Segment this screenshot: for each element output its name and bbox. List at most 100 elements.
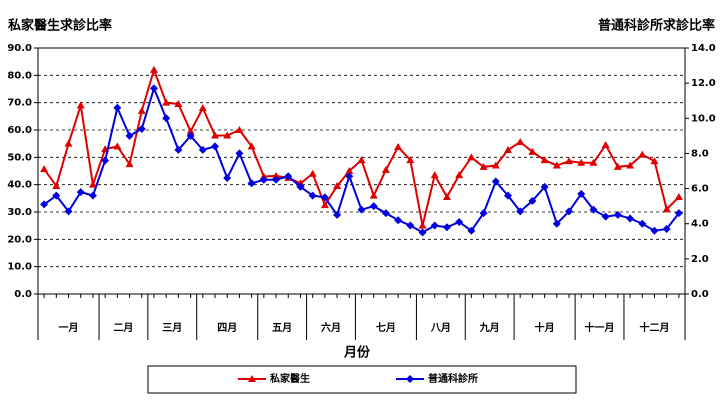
marker bbox=[64, 207, 73, 216]
marker bbox=[272, 171, 281, 179]
marker bbox=[235, 126, 244, 133]
marker bbox=[137, 106, 146, 114]
legend-box bbox=[147, 365, 577, 394]
legend-label: 普通科診所 bbox=[428, 372, 478, 385]
marker bbox=[394, 216, 403, 225]
marker bbox=[320, 201, 329, 209]
marker bbox=[308, 169, 317, 177]
y-axis-title: 私家醫生求診比率 bbox=[8, 18, 112, 34]
series-line bbox=[43, 66, 680, 226]
marker bbox=[357, 156, 366, 164]
marker bbox=[674, 192, 683, 200]
marker bbox=[442, 192, 451, 200]
marker bbox=[137, 124, 146, 133]
y2-tick-label: 6.0 bbox=[691, 184, 709, 195]
marker bbox=[650, 157, 659, 165]
marker bbox=[430, 221, 439, 230]
x-group-label: 四月 bbox=[217, 322, 237, 334]
marker bbox=[613, 210, 622, 219]
marker bbox=[552, 161, 561, 169]
marker bbox=[113, 142, 122, 150]
y2-tick-label: 14.0 bbox=[691, 43, 716, 54]
marker bbox=[638, 219, 647, 228]
marker bbox=[186, 131, 195, 140]
y2-tick-label: 8.0 bbox=[691, 148, 709, 159]
y2-tick-label: 0.0 bbox=[691, 289, 709, 300]
marker bbox=[174, 100, 183, 108]
marker bbox=[113, 103, 122, 112]
marker bbox=[248, 375, 256, 382]
marker bbox=[333, 182, 342, 190]
marker bbox=[552, 219, 561, 228]
y2-axis-title: 普通科診所求診比率 bbox=[598, 18, 715, 34]
marker bbox=[174, 145, 183, 154]
y2-tick-label: 2.0 bbox=[691, 254, 709, 265]
marker bbox=[369, 191, 378, 199]
marker bbox=[357, 205, 366, 214]
y-tick-label: 60.0 bbox=[7, 125, 32, 136]
marker bbox=[125, 131, 134, 140]
marker bbox=[52, 182, 61, 190]
marker bbox=[467, 153, 476, 161]
marker bbox=[589, 158, 598, 166]
marker bbox=[418, 228, 427, 237]
x-axis-title: 月份 bbox=[343, 345, 371, 361]
x-group-label: 三月 bbox=[162, 322, 182, 334]
marker bbox=[540, 156, 549, 164]
marker bbox=[284, 172, 293, 181]
marker bbox=[662, 205, 671, 213]
marker bbox=[638, 150, 647, 158]
x-group-label: 二月 bbox=[113, 322, 133, 334]
marker bbox=[186, 127, 195, 135]
marker bbox=[88, 180, 97, 188]
marker bbox=[345, 172, 354, 181]
marker bbox=[101, 156, 110, 165]
x-group-label: 十二月 bbox=[639, 321, 669, 334]
marker bbox=[442, 223, 451, 232]
marker bbox=[333, 210, 342, 219]
marker bbox=[406, 221, 415, 230]
marker bbox=[577, 189, 586, 198]
y-tick-label: 70.0 bbox=[7, 98, 32, 109]
marker bbox=[626, 214, 635, 223]
marker bbox=[455, 217, 464, 226]
marker bbox=[369, 202, 378, 211]
marker bbox=[589, 205, 598, 214]
marker bbox=[223, 131, 232, 139]
marker bbox=[162, 98, 171, 106]
marker bbox=[40, 165, 49, 173]
marker bbox=[406, 156, 415, 164]
marker bbox=[418, 221, 427, 229]
marker bbox=[223, 174, 232, 183]
y-tick-label: 30.0 bbox=[7, 207, 32, 218]
marker bbox=[381, 209, 390, 218]
marker bbox=[272, 175, 281, 184]
marker bbox=[198, 145, 207, 154]
marker bbox=[601, 141, 610, 149]
y-tick-label: 10.0 bbox=[7, 262, 32, 273]
x-group-label: 六月 bbox=[321, 321, 341, 334]
y2-tick-label: 12.0 bbox=[691, 78, 716, 89]
marker bbox=[125, 160, 134, 168]
marker bbox=[235, 149, 244, 158]
x-group-label: 五月 bbox=[272, 322, 292, 334]
y2-tick-label: 4.0 bbox=[691, 219, 709, 230]
y2-tick-label: 10.0 bbox=[691, 113, 716, 124]
marker bbox=[540, 182, 549, 191]
y-tick-label: 80.0 bbox=[7, 70, 32, 81]
y-tick-label: 40.0 bbox=[7, 180, 32, 191]
marker bbox=[394, 142, 403, 150]
marker bbox=[247, 142, 256, 150]
legend-label: 私家醫生 bbox=[269, 372, 310, 385]
x-group-label: 七月 bbox=[376, 321, 396, 334]
marker bbox=[88, 191, 97, 200]
marker bbox=[308, 191, 317, 200]
marker bbox=[516, 138, 525, 146]
x-group-label: 八月 bbox=[430, 322, 451, 334]
marker bbox=[149, 65, 158, 73]
marker bbox=[479, 209, 488, 218]
marker bbox=[674, 209, 683, 218]
marker bbox=[52, 191, 61, 200]
x-group-label: 十一月 bbox=[585, 321, 615, 334]
marker bbox=[503, 191, 512, 200]
